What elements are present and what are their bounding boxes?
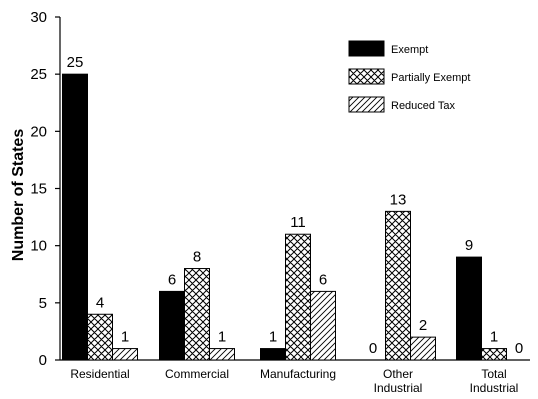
y-tick-label: 0 (39, 352, 47, 369)
data-label: 1 (269, 329, 277, 346)
data-label: 1 (121, 329, 129, 346)
bar-diagonal (112, 348, 138, 361)
x-axis-categories: Residential Commercial Manufacturing OtherI… (70, 367, 518, 395)
data-label: 1 (490, 329, 498, 346)
bar-crosshatch (87, 313, 113, 361)
y-axis-label: Number of States (10, 129, 27, 262)
x-category-label: Commercial (165, 367, 229, 381)
bars (62, 73, 507, 361)
legend-label: Exempt (391, 44, 428, 56)
y-axis-ticks: 0 5 10 15 20 25 30 (30, 9, 60, 369)
legend-swatch-crosshatch (348, 68, 385, 85)
x-category-label: Residential (70, 367, 129, 381)
bar-solid (159, 290, 185, 361)
data-label: 0 (515, 340, 523, 357)
bar-diagonal (209, 348, 235, 361)
legend-swatch-solid (348, 40, 385, 57)
data-label: 8 (193, 249, 201, 266)
x-category-label: Total (481, 367, 506, 381)
data-label: 6 (168, 271, 176, 288)
bar-diagonal (410, 336, 436, 361)
bar-crosshatch (184, 268, 210, 361)
data-label: 9 (465, 237, 473, 254)
x-category-label: Manufacturing (260, 367, 336, 381)
bar-diagonal (310, 290, 336, 361)
bar-crosshatch (385, 210, 411, 361)
legend: Exempt Partially Exempt Reduced Tax (348, 40, 470, 113)
x-category-label: Industrial (374, 381, 423, 395)
x-category-label: Other (383, 367, 413, 381)
legend-label: Reduced Tax (391, 100, 456, 112)
y-tick-label: 20 (30, 123, 47, 140)
data-label: 13 (390, 191, 407, 208)
bar-solid (260, 348, 286, 361)
data-label: 25 (67, 54, 84, 71)
data-label: 6 (319, 271, 327, 288)
data-label: 2 (419, 317, 427, 334)
bar-solid (456, 256, 482, 361)
legend-label: Partially Exempt (391, 72, 470, 84)
bar-solid (62, 73, 88, 361)
y-tick-label: 25 (30, 66, 47, 83)
data-label: 0 (369, 340, 377, 357)
data-label: 4 (96, 294, 104, 311)
legend-swatch-diagonal (348, 96, 385, 113)
y-tick-label: 10 (30, 238, 47, 255)
y-tick-label: 15 (30, 181, 47, 198)
data-label: 1 (218, 329, 226, 346)
y-tick-label: 30 (30, 9, 47, 26)
data-label: 11 (290, 214, 306, 231)
bar-crosshatch (481, 348, 507, 361)
x-category-label: Industrial (470, 381, 519, 395)
y-tick-label: 5 (39, 295, 47, 312)
bar-crosshatch (285, 233, 311, 361)
